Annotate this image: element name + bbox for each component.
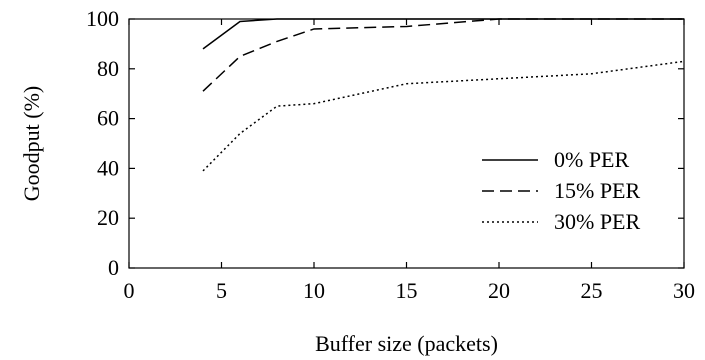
x-axis-label: Buffer size (packets) <box>315 331 498 356</box>
y-tick-label-2: 40 <box>97 155 119 180</box>
series-line-1 <box>203 19 684 91</box>
y-tick-label-0: 0 <box>108 255 119 280</box>
legend-label-2: 30% PER <box>554 209 641 234</box>
y-tick-label-1: 20 <box>97 205 119 230</box>
legend-label-0: 0% PER <box>554 147 630 172</box>
y-axis-label: Goodput (%) <box>19 86 44 201</box>
x-tick-label-6: 30 <box>673 278 695 303</box>
y-tick-label-3: 60 <box>97 106 119 131</box>
x-tick-label-4: 20 <box>488 278 510 303</box>
legend-label-1: 15% PER <box>554 178 641 203</box>
legend: 0% PER 15% PER 30% PER <box>482 147 641 234</box>
x-tick-label-0: 0 <box>124 278 135 303</box>
x-tick-label-5: 25 <box>581 278 603 303</box>
x-tick-label-2: 10 <box>303 278 325 303</box>
y-tick-label-5: 100 <box>86 6 119 31</box>
x-tick-label-3: 15 <box>396 278 418 303</box>
x-tick-label-1: 5 <box>216 278 227 303</box>
y-tick-label-4: 80 <box>97 56 119 81</box>
